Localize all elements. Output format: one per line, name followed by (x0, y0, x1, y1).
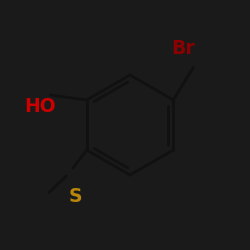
Text: HO: HO (24, 98, 56, 116)
Text: Br: Br (171, 39, 195, 58)
Text: S: S (68, 187, 82, 206)
